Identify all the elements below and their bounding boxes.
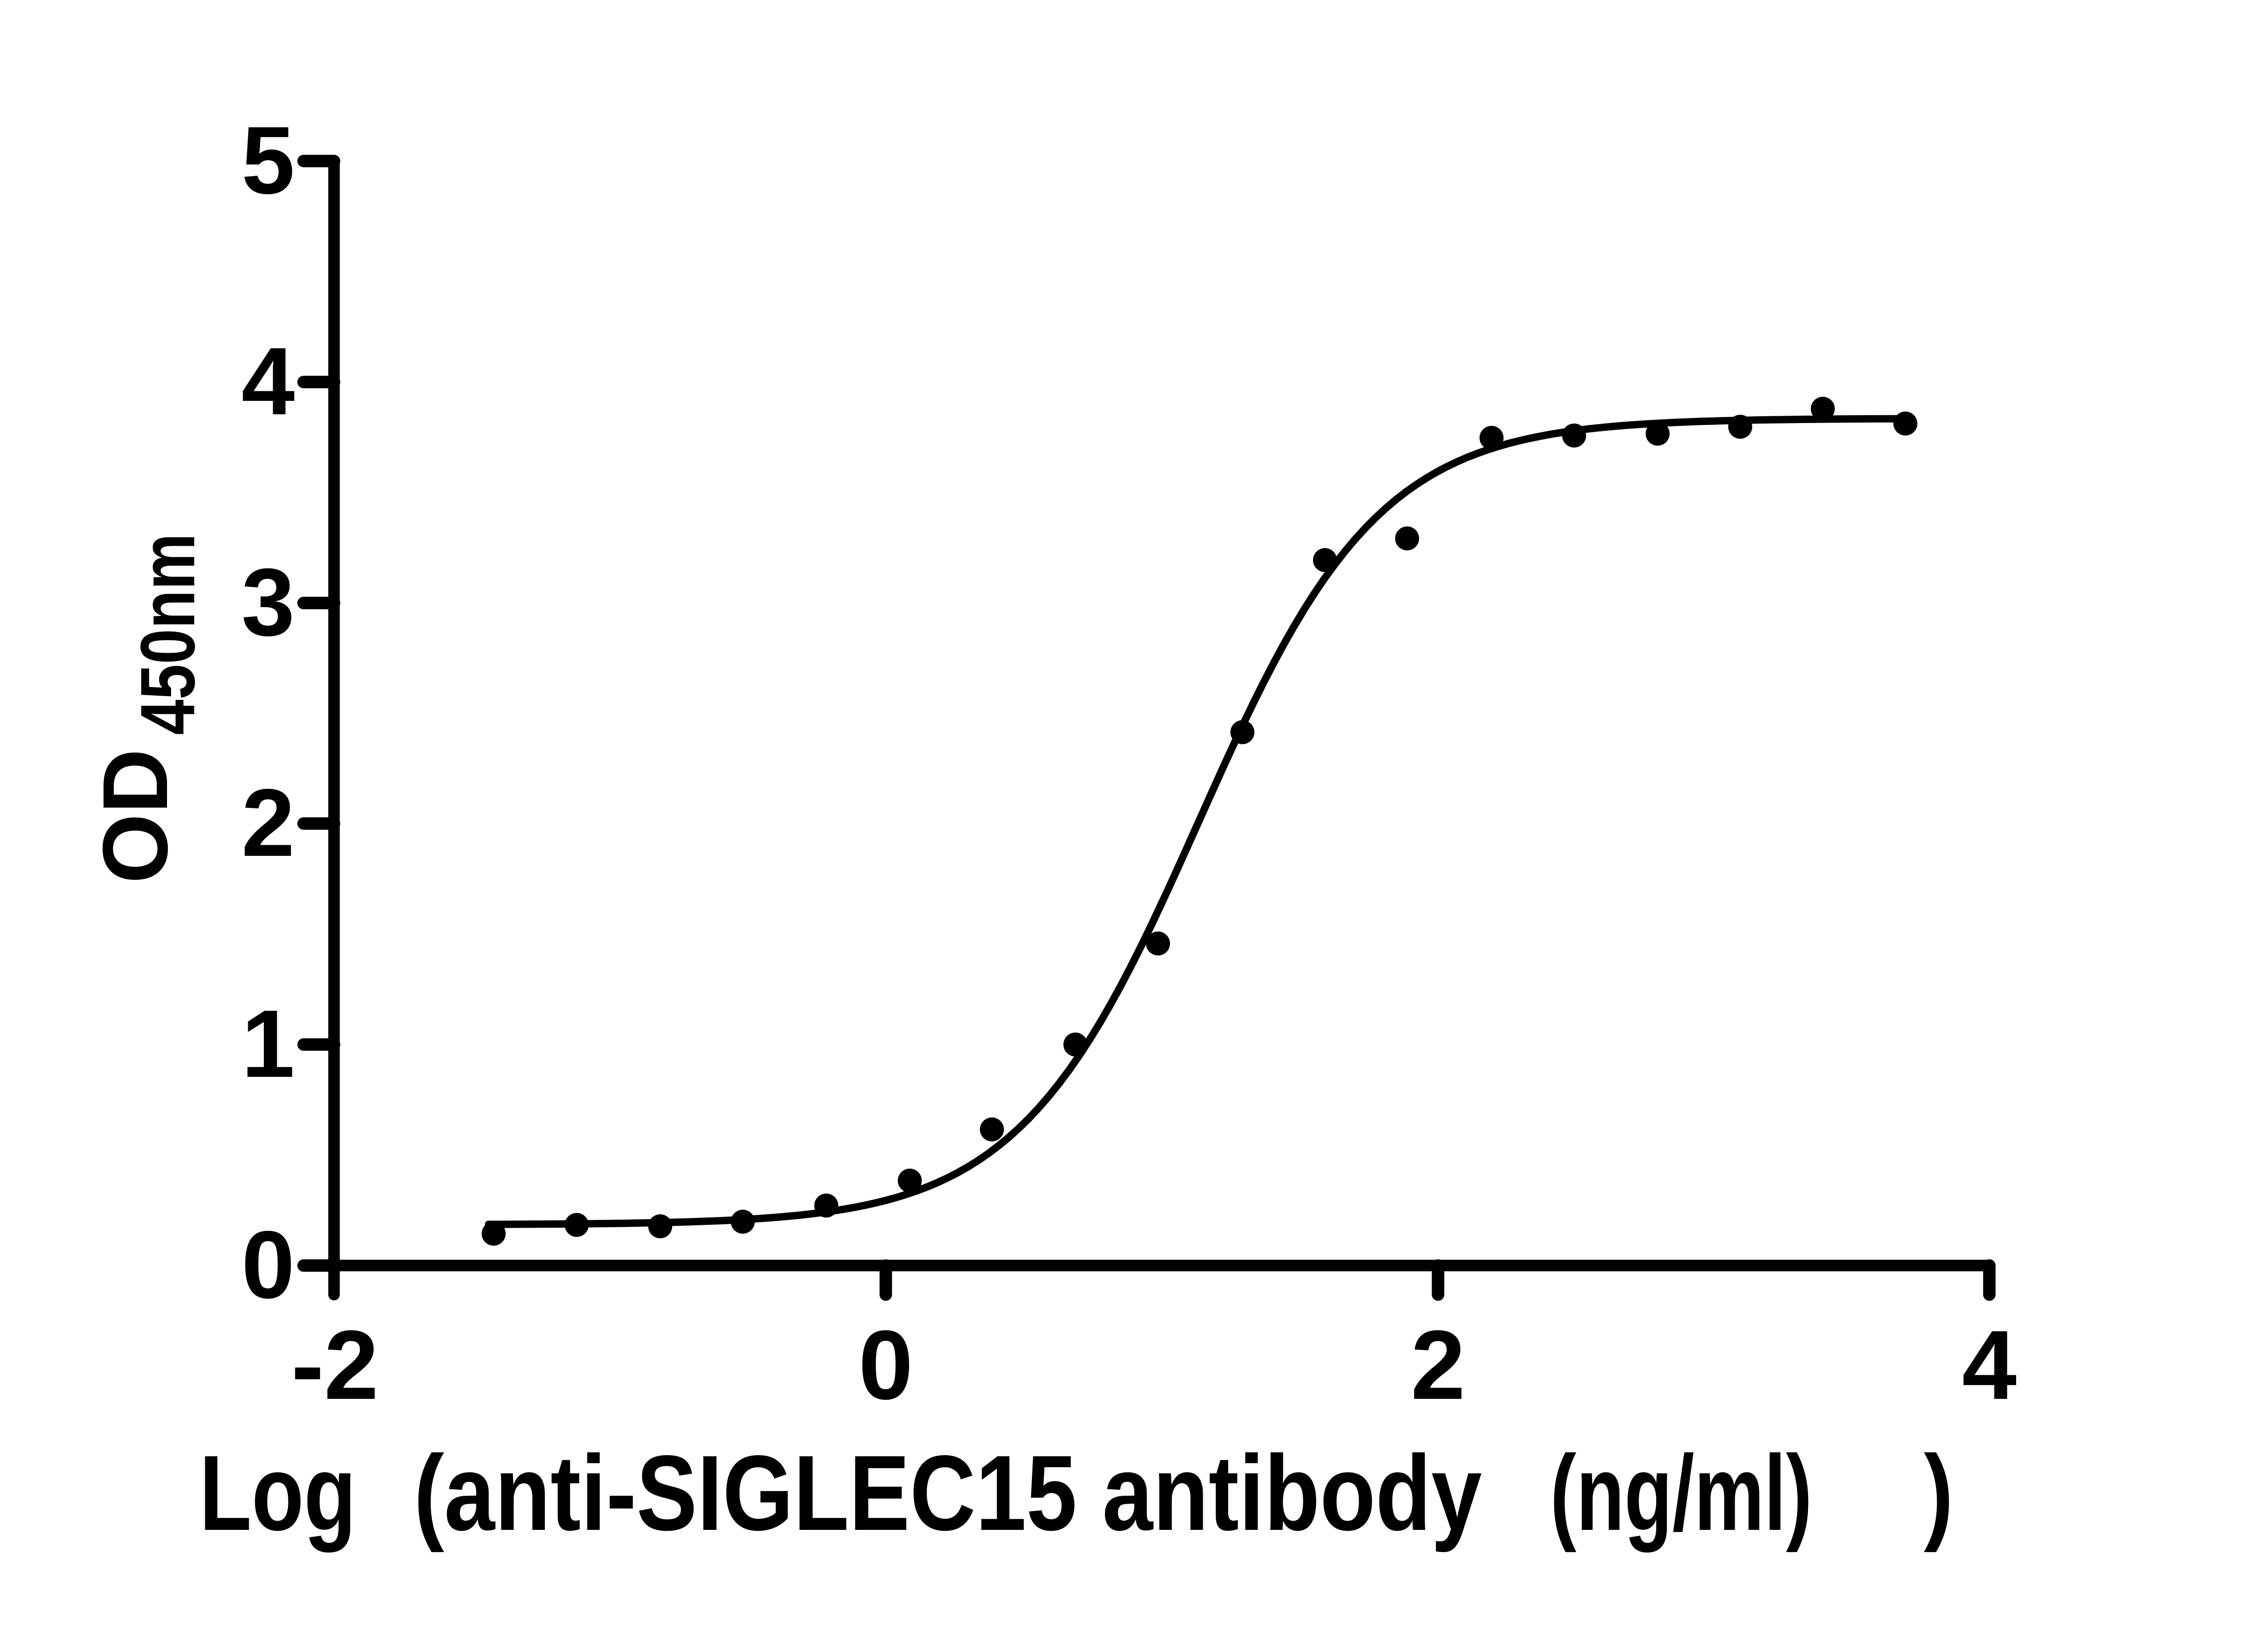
svg-text:3: 3 [241, 549, 295, 656]
svg-text:450nm: 450nm [125, 533, 211, 735]
svg-text:2: 2 [1411, 1310, 1465, 1420]
svg-text:5: 5 [241, 107, 295, 214]
svg-text:4: 4 [241, 328, 295, 435]
svg-text:2: 2 [241, 770, 295, 877]
svg-text:0: 0 [859, 1310, 913, 1420]
svg-text:1: 1 [241, 991, 295, 1098]
svg-text:(anti-SIGLEC15 antibody: (anti-SIGLEC15 antibody [414, 1433, 1482, 1553]
svg-text:): ) [1924, 1433, 1953, 1553]
svg-text:OD: OD [84, 749, 187, 884]
svg-text:(ng/ml): (ng/ml) [1550, 1433, 1812, 1553]
svg-text:4: 4 [1962, 1310, 2017, 1420]
svg-text:-2: -2 [291, 1310, 378, 1420]
svg-text:0: 0 [241, 1212, 295, 1319]
svg-text:Log: Log [199, 1433, 356, 1553]
